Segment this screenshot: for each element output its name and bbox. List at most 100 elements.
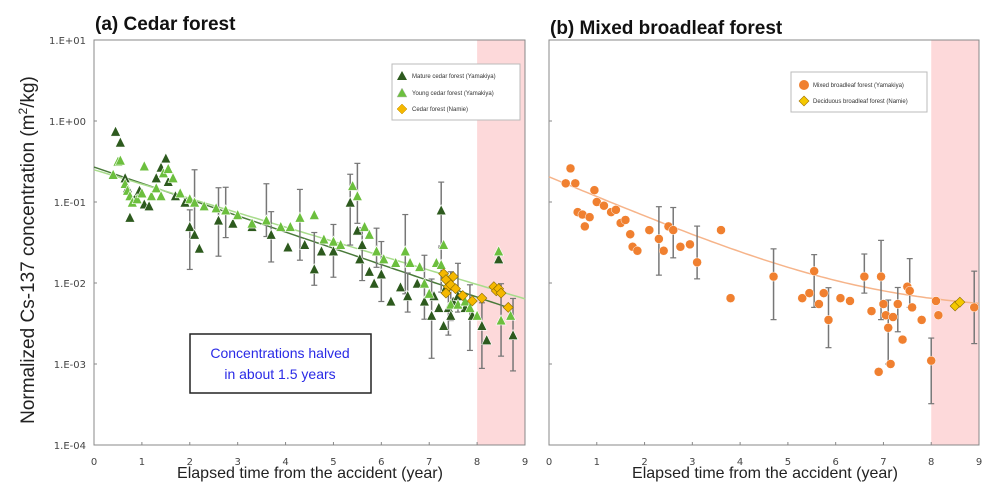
data-point-mixed-broadleaf-forest-yamakiya: [685, 239, 695, 250]
data-point-mature-cedar-forest-yamakiya: [308, 263, 320, 275]
data-point-young-cedar-forest-yamakiya: [464, 301, 476, 313]
annotation-box: Concentrations halved in about 1.5 years: [189, 333, 372, 394]
data-point-young-cedar-forest-yamakiya: [414, 260, 426, 272]
legend: Mature cedar forest (Yamakiya) Young ced…: [391, 63, 521, 121]
data-point-young-cedar-forest-yamakiya: [404, 256, 416, 268]
x-tick-label: 9: [522, 457, 528, 468]
legend-label: Cedar forest (Namie): [412, 107, 468, 113]
data-point-young-cedar-forest-yamakiya: [378, 252, 390, 264]
data-point-young-cedar-forest-yamakiya: [189, 196, 201, 208]
legend-label: Young cedar forest (Yamakiya): [412, 91, 494, 97]
data-point-mature-cedar-forest-yamakiya: [476, 319, 488, 331]
data-point-mixed-broadleaf-forest-yamakiya: [835, 293, 846, 303]
y-axis-label-end: /kg): [18, 76, 39, 108]
data-point-young-cedar-forest-yamakiya: [327, 235, 339, 247]
data-point-mature-cedar-forest-yamakiya: [110, 125, 122, 137]
fit-line: [548, 176, 980, 305]
data-point-young-cedar-forest-yamakiya: [445, 298, 457, 310]
data-point-mixed-broadleaf-forest-yamakiya: [658, 246, 669, 256]
data-point-young-cedar-forest-yamakiya: [284, 220, 296, 232]
panel-title: (b) Mixed broadleaf forest: [550, 18, 783, 39]
x-axis-label: Elapsed time from the accident (year): [632, 465, 898, 482]
x-tick-label: 0: [546, 457, 552, 468]
x-tick-label: 2: [641, 457, 647, 468]
data-point-young-cedar-forest-yamakiya: [150, 182, 162, 194]
x-tick-label: 6: [832, 457, 838, 468]
data-point-mature-cedar-forest-yamakiya: [481, 333, 493, 345]
data-point-mature-cedar-forest-yamakiya: [160, 152, 172, 164]
data-point-mixed-broadleaf-forest-yamakiya: [654, 234, 664, 244]
data-point-young-cedar-forest-yamakiya: [452, 298, 464, 310]
data-point-cedar-forest-namie: [457, 290, 469, 301]
data-point-young-cedar-forest-yamakiya: [260, 214, 272, 226]
y-tick-label: 1.E-03: [54, 360, 86, 371]
panel-title: (a) Cedar forest: [95, 14, 236, 35]
data-point-mixed-broadleaf-forest-yamakiya: [692, 257, 702, 268]
data-point-young-cedar-forest-yamakiya: [131, 192, 143, 204]
data-point-mature-cedar-forest-yamakiya: [395, 281, 406, 293]
data-point-mixed-broadleaf-forest-yamakiya: [859, 271, 870, 282]
data-point-young-cedar-forest-yamakiya: [246, 217, 258, 229]
data-point-mixed-broadleaf-forest-yamakiya: [888, 312, 898, 322]
data-point-mature-cedar-forest-yamakiya: [299, 238, 311, 250]
data-point-young-cedar-forest-yamakiya: [351, 189, 363, 201]
data-point-mature-cedar-forest-yamakiya: [124, 211, 136, 223]
data-point-young-cedar-forest-yamakiya: [493, 245, 505, 257]
x-tick-label: 5: [785, 457, 791, 468]
data-point-mature-cedar-forest-yamakiya: [375, 268, 387, 280]
data-point-mixed-broadleaf-forest-yamakiya: [797, 293, 807, 303]
data-point-young-cedar-forest-yamakiya: [371, 245, 383, 257]
data-point-cedar-forest-namie: [502, 301, 514, 313]
y-axis-label-main: Normalized Cs-137 concentration (m: [18, 114, 39, 423]
data-point-mixed-broadleaf-forest-yamakiya: [845, 296, 855, 306]
data-point-mixed-broadleaf-forest-yamakiya: [565, 163, 576, 174]
data-point-young-cedar-forest-yamakiya: [136, 187, 148, 199]
data-point-young-cedar-forest-yamakiya: [435, 258, 447, 270]
data-point-mixed-broadleaf-forest-yamakiya: [885, 359, 896, 369]
data-point-mixed-broadleaf-forest-yamakiya: [818, 288, 829, 298]
data-point-mature-cedar-forest-yamakiya: [411, 277, 423, 289]
legend-label: Mixed broadleaf forest (Yamakiya): [813, 83, 904, 89]
data-point-mature-cedar-forest-yamakiya: [327, 245, 339, 257]
data-point-young-cedar-forest-yamakiya: [418, 277, 430, 289]
x-tick-label: 5: [330, 457, 336, 468]
x-tick-label: 7: [880, 457, 886, 468]
data-point-mixed-broadleaf-forest-yamakiya: [589, 185, 600, 195]
data-point-mixed-broadleaf-forest-yamakiya: [878, 299, 889, 309]
data-point-mixed-broadleaf-forest-yamakiya: [916, 315, 927, 325]
data-point-mature-cedar-forest-yamakiya: [354, 252, 366, 264]
x-axis-label: Elapsed time from the accident (year): [177, 465, 443, 482]
data-point-cedar-forest-namie: [476, 292, 488, 304]
data-point-mixed-broadleaf-forest-yamakiya: [675, 242, 686, 252]
x-tick-label: 6: [378, 457, 384, 468]
data-point-mature-cedar-forest-yamakiya: [114, 136, 126, 148]
data-point-young-cedar-forest-yamakiya: [438, 238, 450, 250]
panel-mixed-broadleaf-forest: (b) Mixed broadleaf forest 0 1 2 3 4 5 6 7 8 9 El…: [546, 18, 982, 482]
data-point-mixed-broadleaf-forest-yamakiya: [584, 212, 595, 222]
data-point-young-cedar-forest-yamakiya: [145, 189, 157, 201]
x-tick-label: 3: [689, 457, 695, 468]
data-point-young-cedar-forest-yamakiya: [471, 309, 483, 321]
shaded-region: [931, 40, 979, 445]
data-point-young-cedar-forest-yamakiya: [275, 220, 287, 232]
legend-label: Mature cedar forest (Yamakiya): [412, 74, 496, 80]
data-point-mature-cedar-forest-yamakiya: [227, 217, 239, 229]
data-point-cedar-forest-namie: [495, 287, 507, 299]
data-point-mixed-broadleaf-forest-yamakiya: [904, 286, 915, 296]
data-point-mature-cedar-forest-yamakiya: [445, 309, 457, 321]
data-point-mixed-broadleaf-forest-yamakiya: [804, 288, 815, 298]
data-point-mixed-broadleaf-forest-yamakiya: [611, 205, 621, 215]
data-point-mixed-broadleaf-forest-yamakiya: [620, 215, 631, 225]
data-point-young-cedar-forest-yamakiya: [107, 168, 119, 180]
y-axis-label-sup: 2: [16, 107, 30, 114]
data-point-young-cedar-forest-yamakiya: [167, 171, 179, 183]
data-point-mature-cedar-forest-yamakiya: [435, 204, 447, 216]
x-tick-label: 7: [426, 457, 432, 468]
data-point-mixed-broadleaf-forest-yamakiya: [560, 178, 571, 189]
data-point-mixed-broadleaf-forest-yamakiya: [716, 225, 726, 235]
data-point-mixed-broadleaf-forest-yamakiya: [876, 271, 886, 282]
data-point-mixed-broadleaf-forest-yamakiya: [907, 302, 917, 313]
legend-marker-namie-cedar: [396, 103, 408, 115]
data-point-young-cedar-forest-yamakiya: [363, 228, 375, 240]
data-point-cedar-forest-namie: [447, 271, 459, 283]
